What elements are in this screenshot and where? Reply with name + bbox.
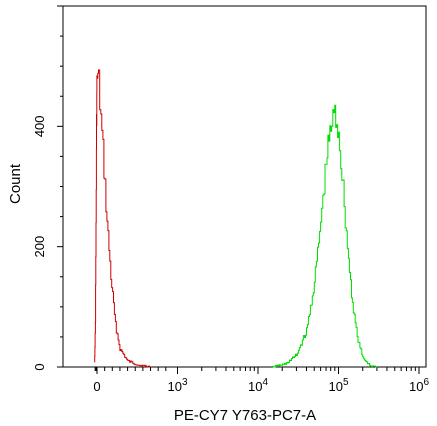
x-tick-label: 103 xyxy=(167,377,187,394)
x-tick-label: 0 xyxy=(93,379,100,394)
y-tick-label: 200 xyxy=(32,236,47,258)
x-tick-label: 105 xyxy=(328,377,348,394)
series-layer xyxy=(94,69,377,368)
plot-frame xyxy=(62,5,427,368)
histogram-series-2 xyxy=(272,104,377,368)
y-tick-label: 400 xyxy=(32,115,47,137)
histogram-series-1 xyxy=(94,69,151,368)
x-axis: 0 103 104 105 106 xyxy=(93,367,429,394)
x-tick-label: 104 xyxy=(248,377,268,394)
x-tick-label: 106 xyxy=(409,377,429,394)
y-axis-title: Count xyxy=(7,163,24,204)
y-axis: 0 200 400 xyxy=(32,5,63,371)
x-axis-title: PE-CY7 Y763-PC7-A xyxy=(174,407,316,424)
y-tick-label: 0 xyxy=(32,363,47,370)
